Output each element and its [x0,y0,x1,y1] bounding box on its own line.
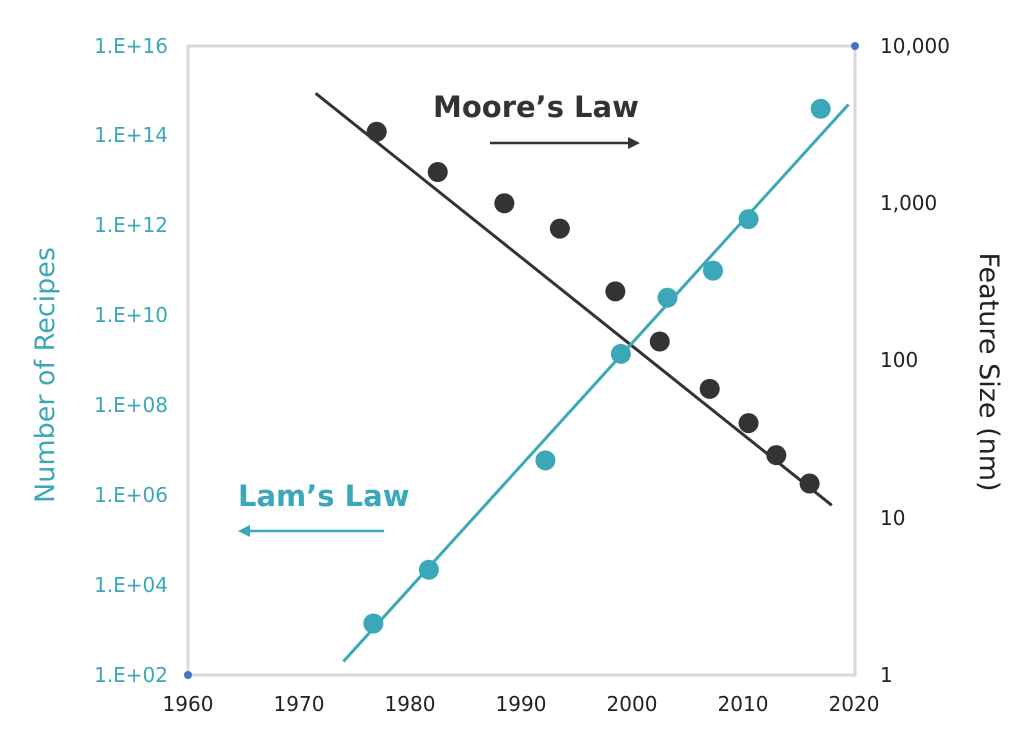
right-tick-label: 10,000 [880,34,950,58]
left-tick-label: 1.E+14 [94,123,168,147]
left-tick-label: 1.E+12 [94,213,168,237]
trend-lines [314,92,850,663]
x-tick-label: 2020 [829,692,880,716]
x-tick-label: 1960 [163,692,214,716]
x-tick-label: 1970 [274,692,325,716]
moores-law-label: Moore’s Law [433,90,639,124]
right-axis-ticks: 10,000 1,000 100 10 1 [880,34,950,687]
x-axis-ticks: 1960 1970 1980 1990 2000 2010 2020 [163,692,880,716]
data-points [363,98,831,634]
lam-data-point [610,343,631,364]
moore-data-point [605,281,626,302]
lam-data-point [810,98,831,119]
right-axis-title: Feature Size (nm) [973,252,1004,491]
x-tick-label: 1980 [385,692,436,716]
x-tick-label: 1990 [496,692,547,716]
lam-data-point [738,209,759,230]
lam-data-point [703,260,724,281]
moore-data-point [366,121,387,142]
lam-data-point [535,450,556,471]
right-tick-label: 10 [880,506,905,530]
left-axis-title: Number of Recipes [30,247,61,503]
left-tick-label: 1.E+10 [94,303,168,327]
left-tick-label: 1.E+06 [94,483,168,507]
lam-data-point [363,613,384,634]
right-tick-label: 1,000 [880,191,937,215]
plot-frame [186,44,857,677]
moore-data-point [738,413,759,434]
right-arrow-icon [490,137,640,149]
left-arrow-icon [238,525,384,537]
left-tick-label: 1.E+04 [94,573,168,597]
x-tick-label: 2010 [718,692,769,716]
moore-data-point [494,193,515,214]
moore-data-point [649,331,670,352]
right-tick-label: 1 [880,663,893,687]
x-tick-label: 2000 [607,692,658,716]
left-tick-label: 1.E+02 [94,663,168,687]
left-tick-label: 1.E+16 [94,34,168,58]
moore-data-point [549,218,570,239]
left-tick-label: 1.E+08 [94,393,168,417]
axis-corner-marker-bottom-left [184,671,192,679]
lams-law-label: Lam’s Law [238,479,409,513]
moore-data-point [699,378,720,399]
axis-corner-marker-top-right [851,42,859,50]
lam-trend-line [342,103,850,663]
moore-data-point [799,473,820,494]
lam-data-point [418,559,439,580]
moore-data-point [427,162,448,183]
moore-data-point [766,445,787,466]
lam-data-point [657,287,678,308]
left-axis-ticks: 1.E+16 1.E+14 1.E+12 1.E+10 1.E+08 1.E+0… [94,34,168,687]
right-tick-label: 100 [880,348,918,372]
moore-trend-line [314,92,833,507]
